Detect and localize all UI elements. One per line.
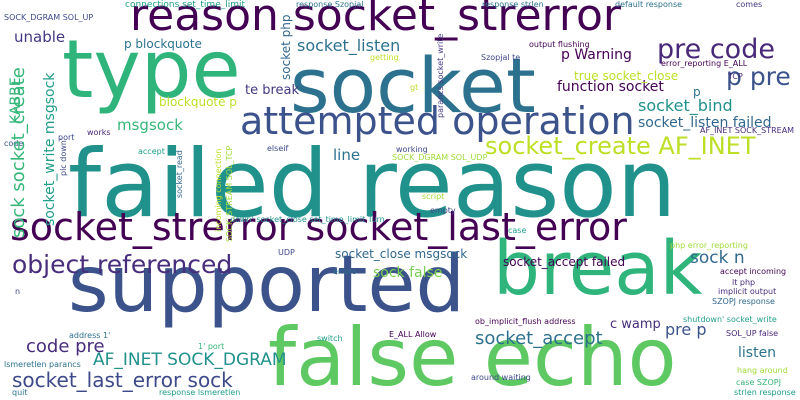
word: lt php	[732, 278, 756, 287]
word: sock false	[373, 265, 443, 281]
word: default response	[615, 0, 683, 9]
word: AF_INET SOCK_STREAM	[700, 126, 795, 135]
word: socket_listen failed	[638, 115, 772, 131]
word: case	[508, 226, 527, 235]
word: function socket	[557, 79, 664, 95]
word: socket_accept	[475, 328, 603, 349]
word: socket_last_error sock	[12, 368, 233, 392]
word: connections set_time_limit	[125, 0, 246, 10]
word: gt	[410, 83, 419, 92]
word: works	[87, 128, 111, 137]
word: SOL_UP false	[726, 329, 779, 338]
word: blockquote p	[159, 95, 237, 109]
word: SOCK_DGRAM SOL_UP	[4, 13, 94, 22]
word: object referenced	[12, 250, 233, 279]
word: socket_accept failed	[503, 255, 626, 269]
word: te break	[245, 83, 300, 98]
word: output flushing	[529, 40, 590, 49]
word: pre code	[657, 34, 775, 65]
word: socket_create AF_INET	[485, 132, 756, 160]
word: code	[4, 139, 24, 148]
word: msgsock	[117, 116, 183, 134]
word: p Warning	[561, 47, 632, 63]
word: line	[333, 146, 361, 164]
word: c wamp	[610, 317, 661, 332]
word: p	[693, 85, 701, 99]
word: script	[422, 192, 445, 201]
word: SZOPJ response	[712, 297, 775, 306]
word: php error_reporting	[670, 241, 748, 250]
word: failed reason	[68, 130, 677, 239]
word: parancs socket_write	[436, 33, 445, 118]
word: false echo	[268, 311, 677, 400]
word: attempted operation	[240, 99, 635, 143]
word: quit	[12, 388, 28, 397]
word: socket php	[279, 14, 293, 80]
word: lsmeretlen parancs	[4, 360, 81, 369]
word: AF_INET SOCK_DGRAM	[93, 350, 287, 370]
word: socket_read	[175, 150, 184, 198]
word: socket_bind	[638, 96, 733, 115]
word: shutdown' socket_write	[683, 315, 777, 324]
word: switch	[317, 334, 343, 343]
word: Szopjal te	[481, 53, 521, 62]
word: address 1'	[69, 331, 111, 340]
word: elseif	[267, 144, 289, 153]
word: true socket_close	[574, 69, 679, 83]
word: p blockquote	[124, 37, 202, 51]
word: errors	[333, 267, 357, 276]
word: E_ALL Allow	[389, 330, 437, 339]
word: accept	[138, 147, 165, 156]
word: incoming connection	[214, 148, 223, 232]
word: getting	[370, 53, 399, 62]
word: SOCK_DGRAM SOL_UDP	[392, 153, 488, 162]
word: KABBE	[8, 77, 24, 124]
word: pre p	[665, 320, 707, 339]
word: around waiting	[471, 373, 531, 382]
word: 1' port	[198, 342, 225, 351]
word: working	[396, 145, 428, 154]
word: implicit output	[718, 287, 777, 296]
word: listen	[738, 345, 777, 361]
word: strlen response	[734, 388, 796, 397]
word: unable	[14, 28, 66, 46]
word: SOCK_STREAM SOL_TCP	[225, 145, 234, 242]
word: socket_write msgsock	[42, 72, 58, 226]
word: empty	[430, 206, 456, 215]
word: case SZOPJ	[736, 378, 781, 387]
word: comes	[736, 0, 763, 9]
word: socket	[290, 41, 536, 130]
word: UDP	[278, 248, 295, 257]
word: socket_strerror socket_last_error	[10, 205, 627, 249]
word: hang around	[737, 366, 788, 375]
word: reason socket_strerror	[130, 0, 621, 41]
word: p pre	[726, 62, 791, 91]
word: port	[58, 133, 75, 142]
word: down' socket_close set_time_limit Turn	[230, 215, 385, 224]
word: break	[493, 226, 703, 312]
word: ob_implicit_flush address	[475, 317, 576, 326]
word: response Szopjal	[296, 0, 364, 9]
word: supported	[68, 240, 465, 330]
word: TCP	[728, 72, 743, 81]
word: socket_listen	[297, 36, 401, 55]
word: response lsmeretlen	[159, 388, 241, 397]
word: response strlen	[482, 0, 544, 9]
word: socket_close msgsock	[335, 247, 468, 261]
word: error_reporting E_ALL	[661, 59, 748, 68]
word: n	[15, 287, 21, 296]
word: plc down'	[59, 137, 68, 176]
word: accept incoming	[720, 267, 787, 276]
word: code pre	[26, 336, 105, 357]
word: type	[62, 23, 241, 116]
word: sock n	[690, 248, 745, 268]
